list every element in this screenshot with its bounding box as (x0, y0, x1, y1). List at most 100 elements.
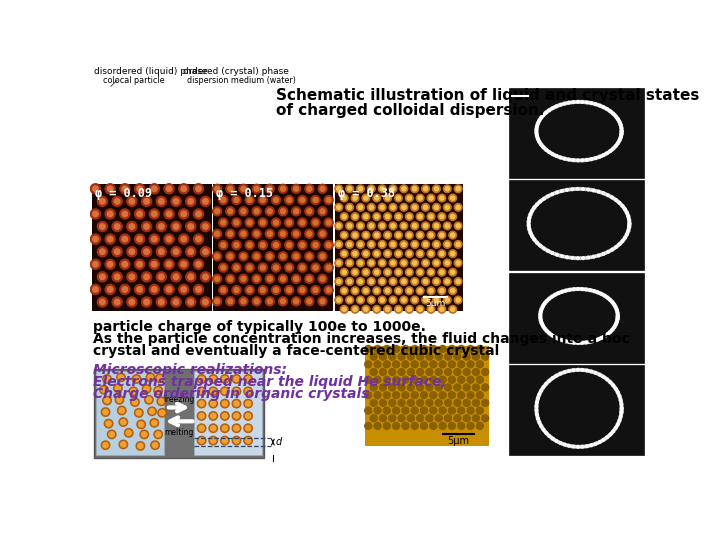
Circle shape (608, 435, 610, 437)
Circle shape (616, 316, 619, 319)
Circle shape (164, 285, 174, 294)
Circle shape (426, 400, 433, 406)
Circle shape (585, 159, 588, 161)
Circle shape (307, 186, 312, 191)
Circle shape (210, 413, 216, 418)
Circle shape (326, 242, 331, 247)
Circle shape (127, 272, 137, 282)
Circle shape (454, 222, 462, 230)
Circle shape (597, 190, 600, 193)
Circle shape (617, 119, 620, 122)
Circle shape (592, 443, 595, 446)
Circle shape (555, 440, 558, 442)
Circle shape (555, 374, 558, 377)
Circle shape (252, 184, 261, 193)
Circle shape (611, 196, 613, 199)
Circle shape (294, 209, 299, 214)
Circle shape (616, 312, 619, 314)
Circle shape (200, 247, 210, 256)
Circle shape (197, 387, 206, 395)
Circle shape (420, 407, 428, 414)
Circle shape (536, 401, 539, 404)
Circle shape (389, 400, 396, 406)
Circle shape (570, 159, 572, 161)
Circle shape (127, 247, 137, 256)
Circle shape (384, 194, 392, 202)
Circle shape (482, 384, 489, 391)
Circle shape (417, 369, 423, 375)
Circle shape (572, 369, 575, 372)
Circle shape (151, 287, 157, 292)
Circle shape (616, 318, 619, 320)
Circle shape (129, 299, 135, 305)
Circle shape (342, 289, 346, 293)
Circle shape (585, 341, 588, 344)
Circle shape (420, 346, 428, 353)
Circle shape (606, 152, 608, 154)
Circle shape (542, 386, 545, 388)
Circle shape (539, 319, 542, 322)
Circle shape (179, 234, 189, 244)
Circle shape (585, 341, 588, 344)
Circle shape (362, 268, 370, 276)
Circle shape (427, 194, 435, 202)
Circle shape (538, 140, 541, 143)
Circle shape (620, 411, 623, 414)
Circle shape (146, 397, 151, 402)
Circle shape (417, 400, 423, 406)
Circle shape (380, 205, 384, 210)
Circle shape (115, 386, 120, 391)
Circle shape (445, 187, 449, 191)
Circle shape (536, 417, 539, 420)
Circle shape (379, 384, 387, 391)
Circle shape (311, 195, 320, 205)
Circle shape (590, 444, 593, 447)
Circle shape (395, 194, 402, 202)
Circle shape (616, 315, 619, 318)
Text: φ = 0.15: φ = 0.15 (216, 187, 274, 200)
Circle shape (305, 252, 314, 261)
Circle shape (482, 400, 489, 406)
Circle shape (618, 243, 621, 246)
Circle shape (91, 234, 101, 244)
Circle shape (536, 241, 539, 244)
Circle shape (430, 422, 437, 429)
Circle shape (181, 261, 186, 267)
Circle shape (374, 233, 379, 237)
Circle shape (609, 330, 611, 333)
Circle shape (294, 231, 299, 237)
Circle shape (156, 432, 161, 437)
Circle shape (570, 288, 573, 291)
Circle shape (445, 224, 449, 228)
Circle shape (341, 231, 348, 239)
Circle shape (577, 288, 580, 291)
Circle shape (581, 341, 584, 344)
Circle shape (602, 106, 605, 109)
Circle shape (265, 230, 274, 238)
Circle shape (370, 353, 377, 360)
Circle shape (411, 240, 418, 248)
Circle shape (606, 251, 609, 253)
Circle shape (348, 205, 352, 210)
Circle shape (449, 346, 456, 353)
Circle shape (628, 222, 631, 225)
Circle shape (351, 231, 359, 239)
Circle shape (557, 338, 560, 340)
Circle shape (616, 142, 619, 145)
Circle shape (222, 438, 228, 443)
Circle shape (557, 292, 560, 294)
Circle shape (556, 253, 559, 256)
Circle shape (156, 272, 166, 282)
Circle shape (616, 320, 618, 323)
Circle shape (628, 219, 631, 221)
Circle shape (541, 246, 544, 248)
Circle shape (400, 278, 408, 285)
Circle shape (156, 197, 166, 206)
Circle shape (624, 237, 626, 239)
Circle shape (545, 111, 547, 114)
Circle shape (99, 224, 105, 230)
Circle shape (614, 323, 617, 326)
Circle shape (374, 407, 381, 414)
Circle shape (346, 278, 354, 285)
Circle shape (420, 361, 428, 368)
